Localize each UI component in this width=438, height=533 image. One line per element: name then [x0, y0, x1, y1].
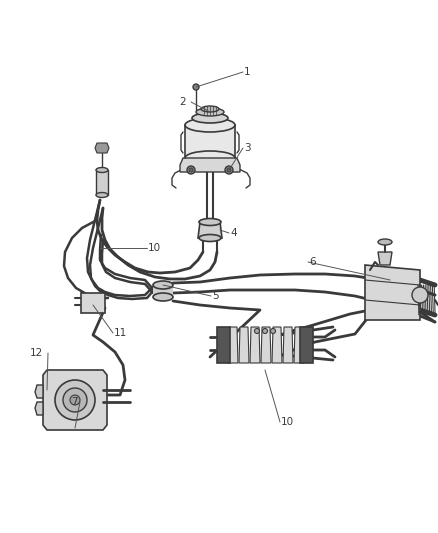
Polygon shape: [198, 222, 222, 238]
Polygon shape: [239, 327, 249, 363]
Text: 7: 7: [71, 397, 78, 407]
Ellipse shape: [96, 192, 108, 198]
Polygon shape: [228, 327, 238, 363]
Ellipse shape: [185, 151, 235, 165]
Ellipse shape: [192, 113, 228, 123]
Polygon shape: [153, 285, 173, 297]
Text: 12: 12: [30, 348, 43, 358]
Ellipse shape: [201, 106, 219, 112]
Ellipse shape: [153, 293, 173, 301]
Polygon shape: [81, 293, 105, 313]
Polygon shape: [217, 327, 230, 363]
Polygon shape: [378, 252, 392, 265]
Text: 4: 4: [230, 228, 237, 238]
Polygon shape: [95, 143, 109, 153]
Circle shape: [189, 168, 193, 172]
Circle shape: [225, 166, 233, 174]
Text: 11: 11: [114, 328, 127, 338]
Circle shape: [70, 395, 80, 405]
Ellipse shape: [153, 281, 173, 289]
Polygon shape: [96, 170, 108, 195]
Circle shape: [193, 84, 199, 90]
Text: 3: 3: [244, 143, 251, 153]
Ellipse shape: [96, 167, 108, 173]
Polygon shape: [365, 265, 420, 320]
Text: 5: 5: [212, 291, 219, 301]
Polygon shape: [283, 327, 293, 363]
Polygon shape: [35, 402, 43, 415]
Circle shape: [187, 166, 195, 174]
Circle shape: [262, 328, 268, 334]
Ellipse shape: [196, 108, 224, 116]
Circle shape: [55, 380, 95, 420]
Polygon shape: [300, 327, 313, 363]
Polygon shape: [272, 327, 282, 363]
Text: 1: 1: [244, 67, 251, 77]
Ellipse shape: [378, 239, 392, 245]
Circle shape: [271, 328, 276, 334]
Polygon shape: [294, 327, 304, 363]
Polygon shape: [35, 385, 43, 398]
Text: 6: 6: [309, 257, 316, 267]
Ellipse shape: [199, 235, 221, 241]
Polygon shape: [43, 370, 107, 430]
Circle shape: [254, 328, 259, 334]
Circle shape: [227, 168, 231, 172]
Text: 10: 10: [281, 417, 294, 427]
Ellipse shape: [199, 219, 221, 225]
Text: 10: 10: [148, 243, 161, 253]
Circle shape: [63, 388, 87, 412]
Polygon shape: [185, 125, 235, 158]
Circle shape: [412, 287, 428, 303]
Ellipse shape: [185, 118, 235, 132]
Polygon shape: [261, 327, 271, 363]
Text: 2: 2: [180, 97, 186, 107]
Polygon shape: [250, 327, 260, 363]
Polygon shape: [180, 158, 240, 172]
